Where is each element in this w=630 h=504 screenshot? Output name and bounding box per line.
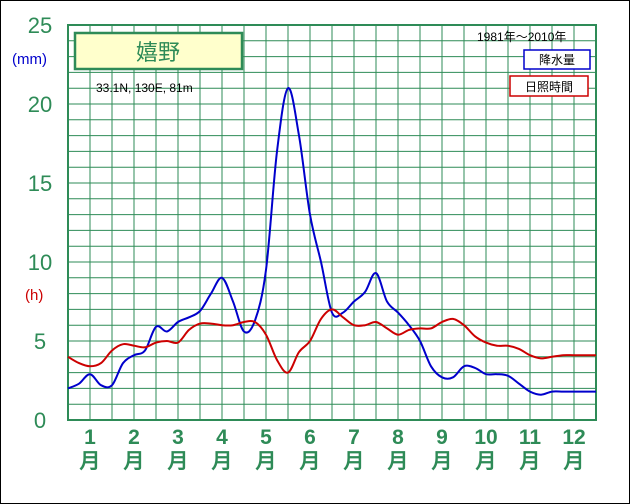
month-number-label: 2 xyxy=(128,426,140,449)
month-suffix-label: 月 xyxy=(387,450,409,473)
y-tick-label: 0 xyxy=(34,408,46,433)
month-number-label: 10 xyxy=(474,426,497,449)
legend-sunshine-label: 日照時間 xyxy=(525,80,573,94)
y-tick-label: 20 xyxy=(28,92,52,117)
month-suffix-label: 月 xyxy=(167,450,189,473)
plot-border xyxy=(67,24,597,421)
location-label: 33.1N, 130E, 81m xyxy=(96,81,193,95)
sunshine-line xyxy=(67,308,596,374)
month-number-label: 11 xyxy=(519,426,542,449)
y-tick-label: 5 xyxy=(34,329,46,354)
chart-title: 嬉野 xyxy=(136,41,180,66)
y-tick-label: 15 xyxy=(28,171,52,196)
month-suffix-label: 月 xyxy=(123,450,145,473)
month-suffix-label: 月 xyxy=(563,450,585,473)
legend-precip-box xyxy=(523,49,591,70)
month-suffix-label: 月 xyxy=(255,450,277,473)
title-box xyxy=(73,31,244,71)
month-number-label: 1 xyxy=(84,426,96,449)
legend-sunshine-box xyxy=(509,75,589,97)
month-suffix-label: 月 xyxy=(431,450,453,473)
grid xyxy=(67,24,597,421)
legend-precip-label: 降水量 xyxy=(539,53,575,67)
month-suffix-label: 月 xyxy=(475,450,497,473)
month-number-label: 7 xyxy=(348,426,360,449)
month-number-label: 6 xyxy=(304,426,316,449)
y-tick-labels: 0 5 10 15 20 25 xyxy=(28,13,52,433)
precip-line xyxy=(67,87,596,396)
month-suffix-label: 月 xyxy=(519,450,541,473)
period-label: 1981年〜2010年 xyxy=(477,30,566,44)
sunshine-unit-label: (h) xyxy=(25,287,43,304)
month-suffix-label: 月 xyxy=(79,450,101,473)
y-tick-label: 25 xyxy=(28,13,52,38)
month-number-label: 4 xyxy=(216,426,228,449)
y-tick-label: 10 xyxy=(28,250,52,275)
month-suffix-label: 月 xyxy=(299,450,321,473)
month-number-label: 9 xyxy=(436,426,448,449)
series-lines xyxy=(67,87,596,396)
month-number-label: 12 xyxy=(562,426,585,449)
month-number-label: 8 xyxy=(392,426,404,449)
month-number-label: 3 xyxy=(172,426,184,449)
month-number-label: 5 xyxy=(260,426,272,449)
month-suffix-label: 月 xyxy=(343,450,365,473)
month-suffix-label: 月 xyxy=(211,450,233,473)
precip-unit-label: (mm) xyxy=(12,51,47,68)
